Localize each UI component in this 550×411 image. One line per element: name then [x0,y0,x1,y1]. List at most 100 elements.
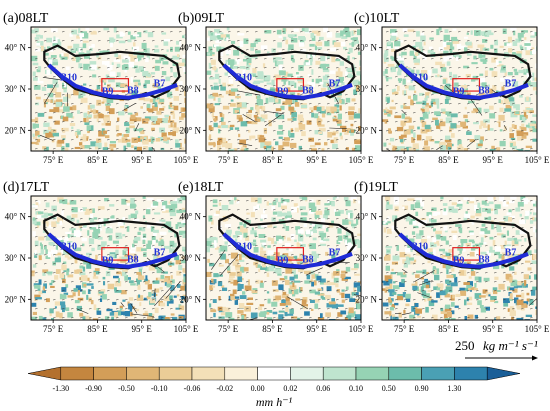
y-tick-label: 40° N [356,43,378,53]
x-tick-label: 75° E [43,324,64,334]
colorbar-tick-label: 0.10 [349,384,363,393]
map-panel: B10 B9 B8 B7 75° E 85° E 95° E 105° E 40° N 30° N… [3,180,199,334]
box-label: B10 [235,242,252,253]
box-label: B8 [302,255,314,266]
y-tick-label: 40° N [5,43,27,53]
x-tick-label: 75° E [394,155,415,165]
x-tick-label: 105° E [349,324,374,334]
x-tick-label: 75° E [218,155,239,165]
y-tick-label: 30° N [5,84,27,94]
precip-field [31,27,186,151]
box-label: B7 [154,248,166,259]
y-tick-label: 40° N [180,43,202,53]
colorbar: -1.30 -0.90 -0.50 -0.10 -0.06 -0.02 0.00 0.02 0.… [27,366,521,409]
box-label: B8 [127,86,139,97]
panel-title: (a)08LT [3,11,49,26]
x-tick-label: 105° E [174,155,199,165]
box-label: B7 [329,248,341,259]
himalaya-band [398,232,529,269]
panel-title: (b)09LT [178,11,225,26]
vector-ref-value: 250 [455,338,475,353]
colorbar-tick-label: 0.02 [283,384,297,393]
x-tick-label: 95° E [483,155,504,165]
map-panel: B10 B9 B8 B7 75° E 85° E 95° E 105° E 40° N 30° N… [178,180,374,334]
box-label: B7 [505,248,517,259]
x-tick-label: 105° E [525,155,550,165]
box-label: B10 [60,242,77,253]
box-label: B10 [411,242,428,253]
y-tick-label: 20° N [5,294,27,304]
box-label: B8 [302,86,314,97]
colorbar-tick-label: -1.30 [52,384,69,393]
x-tick-label: 95° E [483,324,504,334]
colorbar-tick-label: -0.10 [151,384,168,393]
x-tick-label: 75° E [394,324,415,334]
study-box [276,247,305,261]
colorbar-tick-label: -0.02 [216,384,233,393]
colorbar-tick-label: -0.90 [85,384,102,393]
colorbar-swatch [322,366,357,381]
y-tick-label: 20° N [356,125,378,135]
colorbar-tick-label: 1.30 [447,384,461,393]
map-panel: B10 B9 B8 B7 75° E 85° E 95° E 105° E 40° N 30° N… [354,11,550,165]
y-tick-label: 40° N [5,212,27,222]
x-tick-label: 95° E [307,324,328,334]
study-box [452,247,481,261]
y-tick-label: 30° N [356,253,378,263]
panels: B10 B9 B8 B7 75° E 85° E 95° E 105° E 40° N 30° N… [3,11,550,334]
map-panel: B10 B9 B8 B7 75° E 85° E 95° E 105° E 40° N 30° N… [354,180,550,334]
y-tick-label: 40° N [356,212,378,222]
box-label: B8 [478,86,490,97]
colorbar-swatch [93,366,127,381]
colorbar-swatch [60,366,94,381]
study-box [276,78,305,92]
colorbar-swatch [388,366,422,381]
box-label: B7 [329,79,341,90]
colorbar-label: mm h⁻¹ [256,395,293,409]
y-tick-label: 30° N [180,84,202,94]
himalaya-band [222,63,353,100]
x-tick-label: 105° E [349,155,374,165]
precip-field [382,27,537,151]
panel-title: (e)18LT [178,180,224,195]
panel-title: (f)19LT [354,180,398,195]
box-label: B8 [478,255,490,266]
y-tick-label: 30° N [180,253,202,263]
colorbar-swatch [158,366,193,381]
box-label: B9 [277,86,289,97]
y-tick-label: 40° N [180,212,202,222]
map-panel: B10 B9 B8 B7 75° E 85° E 95° E 105° E 40° N 30° N… [3,11,199,165]
colorbar-swatch [224,366,258,381]
himalaya-band [47,232,178,269]
y-tick-label: 30° N [5,253,27,263]
colorbar-swatch [355,366,390,381]
himalaya-band [398,63,529,100]
y-tick-label: 20° N [356,294,378,304]
y-tick-label: 30° N [356,84,378,94]
box-label: B8 [127,255,139,266]
box-label: B7 [154,79,166,90]
vector-reference: 250 kg m⁻¹ s⁻¹ [455,338,538,361]
colorbar-swatch [27,366,62,381]
y-tick-label: 20° N [180,125,202,135]
colorbar-tick-label: 0.06 [316,384,330,393]
box-label: B10 [235,73,252,84]
colorbar-swatch [126,366,160,381]
x-tick-label: 85° E [87,155,108,165]
himalaya-band [47,63,178,100]
colorbar-tick-label: 0.00 [251,384,265,393]
vector-ref-arrowhead [532,355,538,361]
x-tick-label: 75° E [218,324,239,334]
x-tick-label: 105° E [174,324,199,334]
study-box [452,78,481,92]
panel-title: (d)17LT [3,180,50,195]
x-tick-label: 105° E [525,324,550,334]
box-label: B9 [277,255,289,266]
precip-field [206,27,361,151]
x-tick-label: 85° E [438,324,459,334]
box-label: B7 [505,79,517,90]
box-label: B10 [60,73,77,84]
colorbar-tick-label: -0.06 [184,384,201,393]
precip-field [206,196,361,320]
